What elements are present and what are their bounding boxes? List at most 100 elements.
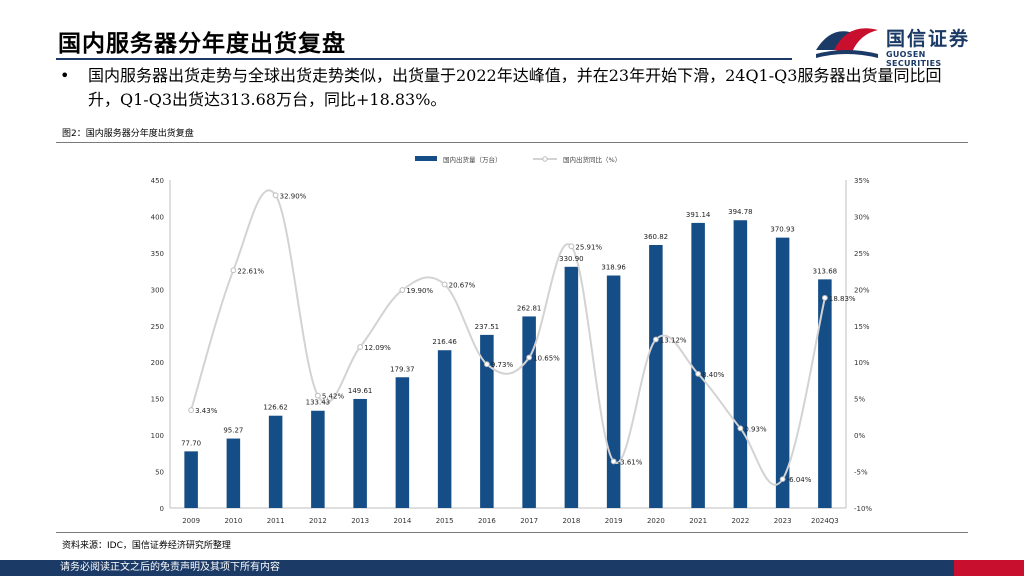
figure-top-rule xyxy=(56,142,968,143)
bar-shipment xyxy=(226,438,241,508)
bar-shipment xyxy=(818,279,832,508)
x-tick-label: 2013 xyxy=(351,517,369,525)
line-point-yoy xyxy=(272,192,279,199)
bar-shipment xyxy=(691,222,705,508)
bar-shipment xyxy=(775,237,790,508)
shipment-chart: 0 50 100 150 200 250 300 350 400 450 -10% -5% 0% 5% 10… xyxy=(151,155,873,525)
bar-shipment xyxy=(184,451,198,508)
bar-shipment xyxy=(564,266,579,508)
y-left-tick-label: 0 xyxy=(160,505,164,513)
x-tick-label: 2024Q3 xyxy=(811,517,839,525)
bar-value-label: 237.51 xyxy=(475,323,500,331)
footer-bar: 请务必阅读正文之后的免责声明及其项下所有内容 xyxy=(0,560,1024,576)
line-value-label: 3.43% xyxy=(195,407,218,415)
x-tick-label: 2014 xyxy=(393,517,411,525)
bar-value-label: 77.70 xyxy=(181,439,201,447)
title-underline xyxy=(56,58,792,60)
line-point-yoy xyxy=(737,425,744,432)
page-title: 国内服务器分年度出货复盘 xyxy=(58,31,346,57)
x-tick-label: 2012 xyxy=(309,517,327,525)
bullet-symbol: • xyxy=(60,66,70,85)
y-right-tick-label: 0% xyxy=(854,432,865,440)
logo-name-cn: 国信证券 xyxy=(886,28,971,50)
y-right-tick-label: 15% xyxy=(854,323,870,331)
summary-bullet: • 国内服务器出货走势与全球出货走势类似，出货量于2022年达峰值，并在23年开… xyxy=(60,64,952,112)
bar-value-label: 370.93 xyxy=(770,226,795,234)
footer-disclaimer: 请务必阅读正文之后的免责声明及其项下所有内容 xyxy=(60,562,280,573)
line-value-label: 5.42% xyxy=(322,393,345,401)
y-left-tick-label: 350 xyxy=(151,250,164,258)
y-right-tick-label: 5% xyxy=(854,396,865,404)
line-point-yoy xyxy=(821,294,828,301)
y-right-tick-label: 10% xyxy=(854,359,870,367)
line-value-label: 10.65% xyxy=(533,354,560,362)
y-right-tick-label: -5% xyxy=(854,469,868,477)
y-right-tick-label: 25% xyxy=(854,250,870,258)
line-value-label: 12.09% xyxy=(364,344,391,352)
line-value-label: 0.93% xyxy=(744,425,767,433)
y-left-tick-label: 450 xyxy=(151,177,164,185)
y-left-tick-label: 50 xyxy=(155,469,164,477)
y-left-tick-label: 250 xyxy=(151,323,164,331)
bar-value-label: 133.43 xyxy=(306,399,331,407)
y-left-tick-label: 300 xyxy=(151,286,164,294)
bar-value-label: 330.90 xyxy=(559,255,584,263)
bar-value-label: 95.27 xyxy=(223,427,243,435)
x-tick-label: 2017 xyxy=(520,517,538,525)
x-tick-label: 2020 xyxy=(647,517,665,525)
bar-shipment xyxy=(353,398,367,508)
y-right-tick-label: 20% xyxy=(854,286,870,294)
line-value-label: -3.61% xyxy=(618,458,643,466)
line-point-yoy xyxy=(652,336,659,343)
bar-value-label: 313.68 xyxy=(813,267,838,275)
x-tick-label: 2021 xyxy=(689,517,707,525)
x-tick-label: 2016 xyxy=(478,517,496,525)
line-point-yoy xyxy=(188,407,195,414)
line-value-label: 22.61% xyxy=(237,267,264,275)
bar-value-label: 262.81 xyxy=(517,304,542,312)
x-tick-label: 2010 xyxy=(224,517,242,525)
bar-value-label: 360.82 xyxy=(644,233,669,241)
figure-bottom-rule xyxy=(56,532,968,533)
bar-shipment xyxy=(437,350,452,508)
bar-shipment xyxy=(268,415,283,508)
company-logo: 国信证券 GUOSEN SECURITIES xyxy=(812,20,982,68)
y-left-tick-label: 400 xyxy=(151,213,164,221)
y-left-tick-label: 100 xyxy=(151,432,164,440)
y-right-tick-label: 35% xyxy=(854,177,870,185)
bar-shipment xyxy=(733,220,748,508)
logo-name-en: GUOSEN SECURITIES xyxy=(886,50,942,68)
summary-text: 国内服务器出货走势与全球出货走势类似，出货量于2022年达峰值，并在23年开始下… xyxy=(88,66,942,109)
line-value-label: 13.12% xyxy=(660,336,687,344)
x-tick-label: 2011 xyxy=(267,517,285,525)
bar-value-label: 216.46 xyxy=(432,338,457,346)
x-tick-label: 2018 xyxy=(562,517,580,525)
guosen-logo-icon xyxy=(816,28,878,58)
bar-value-label: 394.78 xyxy=(728,208,753,216)
line-value-label: -6.04% xyxy=(787,476,812,484)
x-tick-label: 2015 xyxy=(436,517,454,525)
bar-value-label: 179.37 xyxy=(390,365,415,373)
bar-shipment xyxy=(480,334,494,508)
line-value-label: 20.67% xyxy=(449,281,476,289)
line-point-yoy xyxy=(779,476,786,483)
bar-shipment xyxy=(522,316,536,508)
line-value-label: 9.73% xyxy=(491,361,514,369)
y-right-tick-label: -10% xyxy=(854,505,872,513)
line-point-yoy xyxy=(526,354,533,361)
line-point-yoy xyxy=(357,344,364,350)
legend-bar-label: 国内出货量（万台） xyxy=(443,155,502,164)
line-point-yoy xyxy=(399,287,406,293)
line-point-yoy xyxy=(314,392,321,399)
x-tick-label: 2019 xyxy=(605,517,623,525)
line-point-yoy xyxy=(695,370,702,377)
x-tick-label: 2022 xyxy=(731,517,749,525)
line-point-yoy xyxy=(483,361,490,368)
line-value-label: 19.90% xyxy=(406,287,433,295)
y-left-tick-label: 150 xyxy=(151,396,164,404)
y-left-tick-label: 200 xyxy=(151,359,164,367)
legend-line-marker xyxy=(542,156,548,162)
x-tick-label: 2009 xyxy=(182,517,200,525)
line-value-label: 25.91% xyxy=(575,243,602,251)
bar-value-label: 149.61 xyxy=(348,387,373,395)
